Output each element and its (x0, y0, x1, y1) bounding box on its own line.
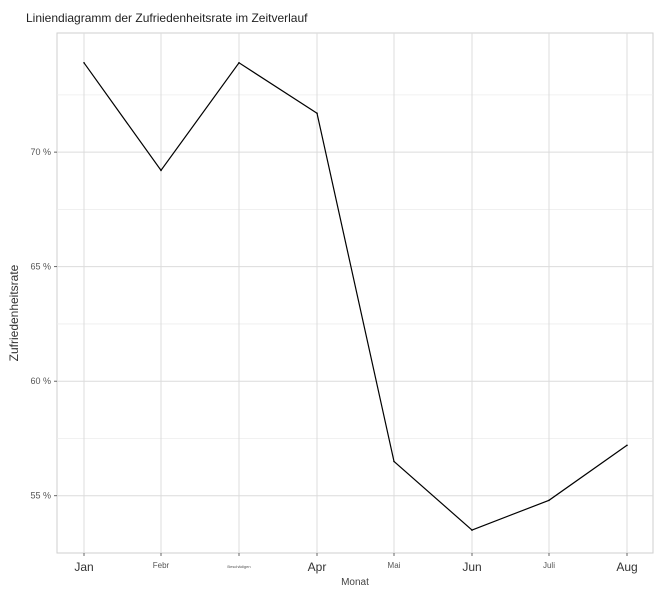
data-point (238, 62, 240, 64)
x-tick-label: Febr (153, 561, 170, 570)
y-tick-label: 65 % (30, 262, 51, 272)
y-tick-label: 55 % (30, 491, 51, 501)
x-tick-label: Juli (543, 561, 555, 570)
data-point (316, 112, 318, 114)
data-point (626, 444, 628, 447)
x-tick-label: Jan (74, 560, 93, 574)
data-point (471, 529, 473, 531)
data-point (160, 169, 162, 172)
y-tick-label: 70 % (30, 147, 51, 157)
x-tick-label: Mai (388, 561, 401, 570)
y-tick-label: 60 % (30, 376, 51, 386)
x-axis-title: Monat (341, 577, 369, 588)
x-tick-label: Apr (308, 560, 327, 574)
data-point (83, 62, 85, 64)
y-axis-title: Zufriedenheitsrate (7, 264, 21, 361)
data-point (393, 460, 395, 463)
x-tick-label: Aug (616, 560, 637, 574)
x-tick-label: Jun (462, 560, 481, 574)
data-point (548, 499, 550, 502)
plot-panel (56, 32, 654, 554)
series-line (83, 61, 628, 531)
x-tick-label: Beschädigen (227, 564, 250, 569)
chart-title: Liniendiagramm der Zufriedenheitsrate im… (26, 11, 308, 25)
